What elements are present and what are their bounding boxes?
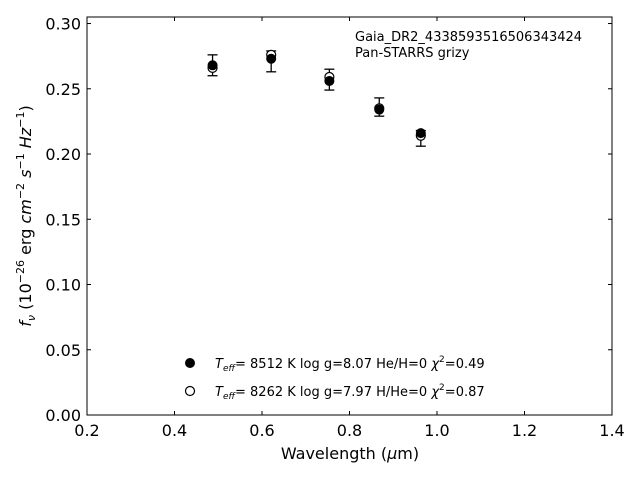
x-tick-label: 1.4 [599,421,624,440]
y-tick-label: 0.25 [45,80,81,99]
y-tick-label: 0.05 [45,341,81,360]
y-axis: 0.00 0.05 0.10 0.15 0.20 0.25 0.30 [45,15,612,425]
legend-2-comp: H/He=0 [376,385,427,400]
y-tick-label: 0.00 [45,406,81,425]
model-point-filled [266,53,277,64]
legend-entry-2: Teff= 8262 K log g=7.97 H/He=0 χ2=0.87 [184,383,485,402]
x-tick-label: 0.2 [74,421,99,440]
annotation-line-2: Pan-STARRS grizy [355,46,470,61]
x-tick-label: 1.2 [512,421,537,440]
y-tick-label: 0.30 [45,15,81,34]
legend-2-teff: 8262 K [250,385,296,400]
legend-entry-1: Teff= 8512 K log g=8.07 He/H=0 χ2=0.49 [185,355,485,374]
model-point-filled [415,128,426,139]
legend-2-logg: 7.97 [343,385,372,400]
y-tick-label: 0.15 [45,210,81,229]
y-tick-label: 0.20 [45,145,81,164]
legend: Teff= 8512 K log g=8.07 He/H=0 χ2=0.49 T… [184,355,485,402]
legend-1-comp: He/H=0 [376,357,427,372]
svg-text:Teff= 8262 K log g=7.97 H/H: Teff= 8262 K log g=7.97 H/He=0 χ2=0.87 [215,383,485,402]
legend-2-chi2: 0.87 [456,385,485,400]
model-point-filled [207,60,218,71]
model-point-filled [324,75,335,86]
legend-1-chi2: 0.49 [456,357,485,372]
legend-1-teff: 8512 K [250,357,296,372]
legend-marker-open [184,385,196,397]
legend-1-logg: 8.07 [343,357,372,372]
x-axis-label: Wavelength (μm) [281,444,419,463]
x-axis: 0.2 0.4 0.6 0.8 1.0 1.2 1.4 [74,17,625,440]
x-tick-label: 1.0 [424,421,449,440]
x-tick-label: 0.4 [162,421,187,440]
data-markers [207,49,426,147]
svg-text:Teff= 8512 K log g=8.07 He/: Teff= 8512 K log g=8.07 He/H=0 χ2=0.49 [215,355,485,374]
annotation-line-1: Gaia_DR2_4338593516506343424 [355,30,582,45]
x-tick-label: 0.6 [249,421,274,440]
model-point-filled [374,104,385,115]
legend-marker-filled [185,358,195,368]
plot-area [86,16,613,416]
x-tick-label: 0.8 [337,421,362,440]
y-tick-label: 0.10 [45,276,81,295]
y-axis-label: fν (10−26 erg cm−2 s−1 Hz−1) [14,105,38,326]
